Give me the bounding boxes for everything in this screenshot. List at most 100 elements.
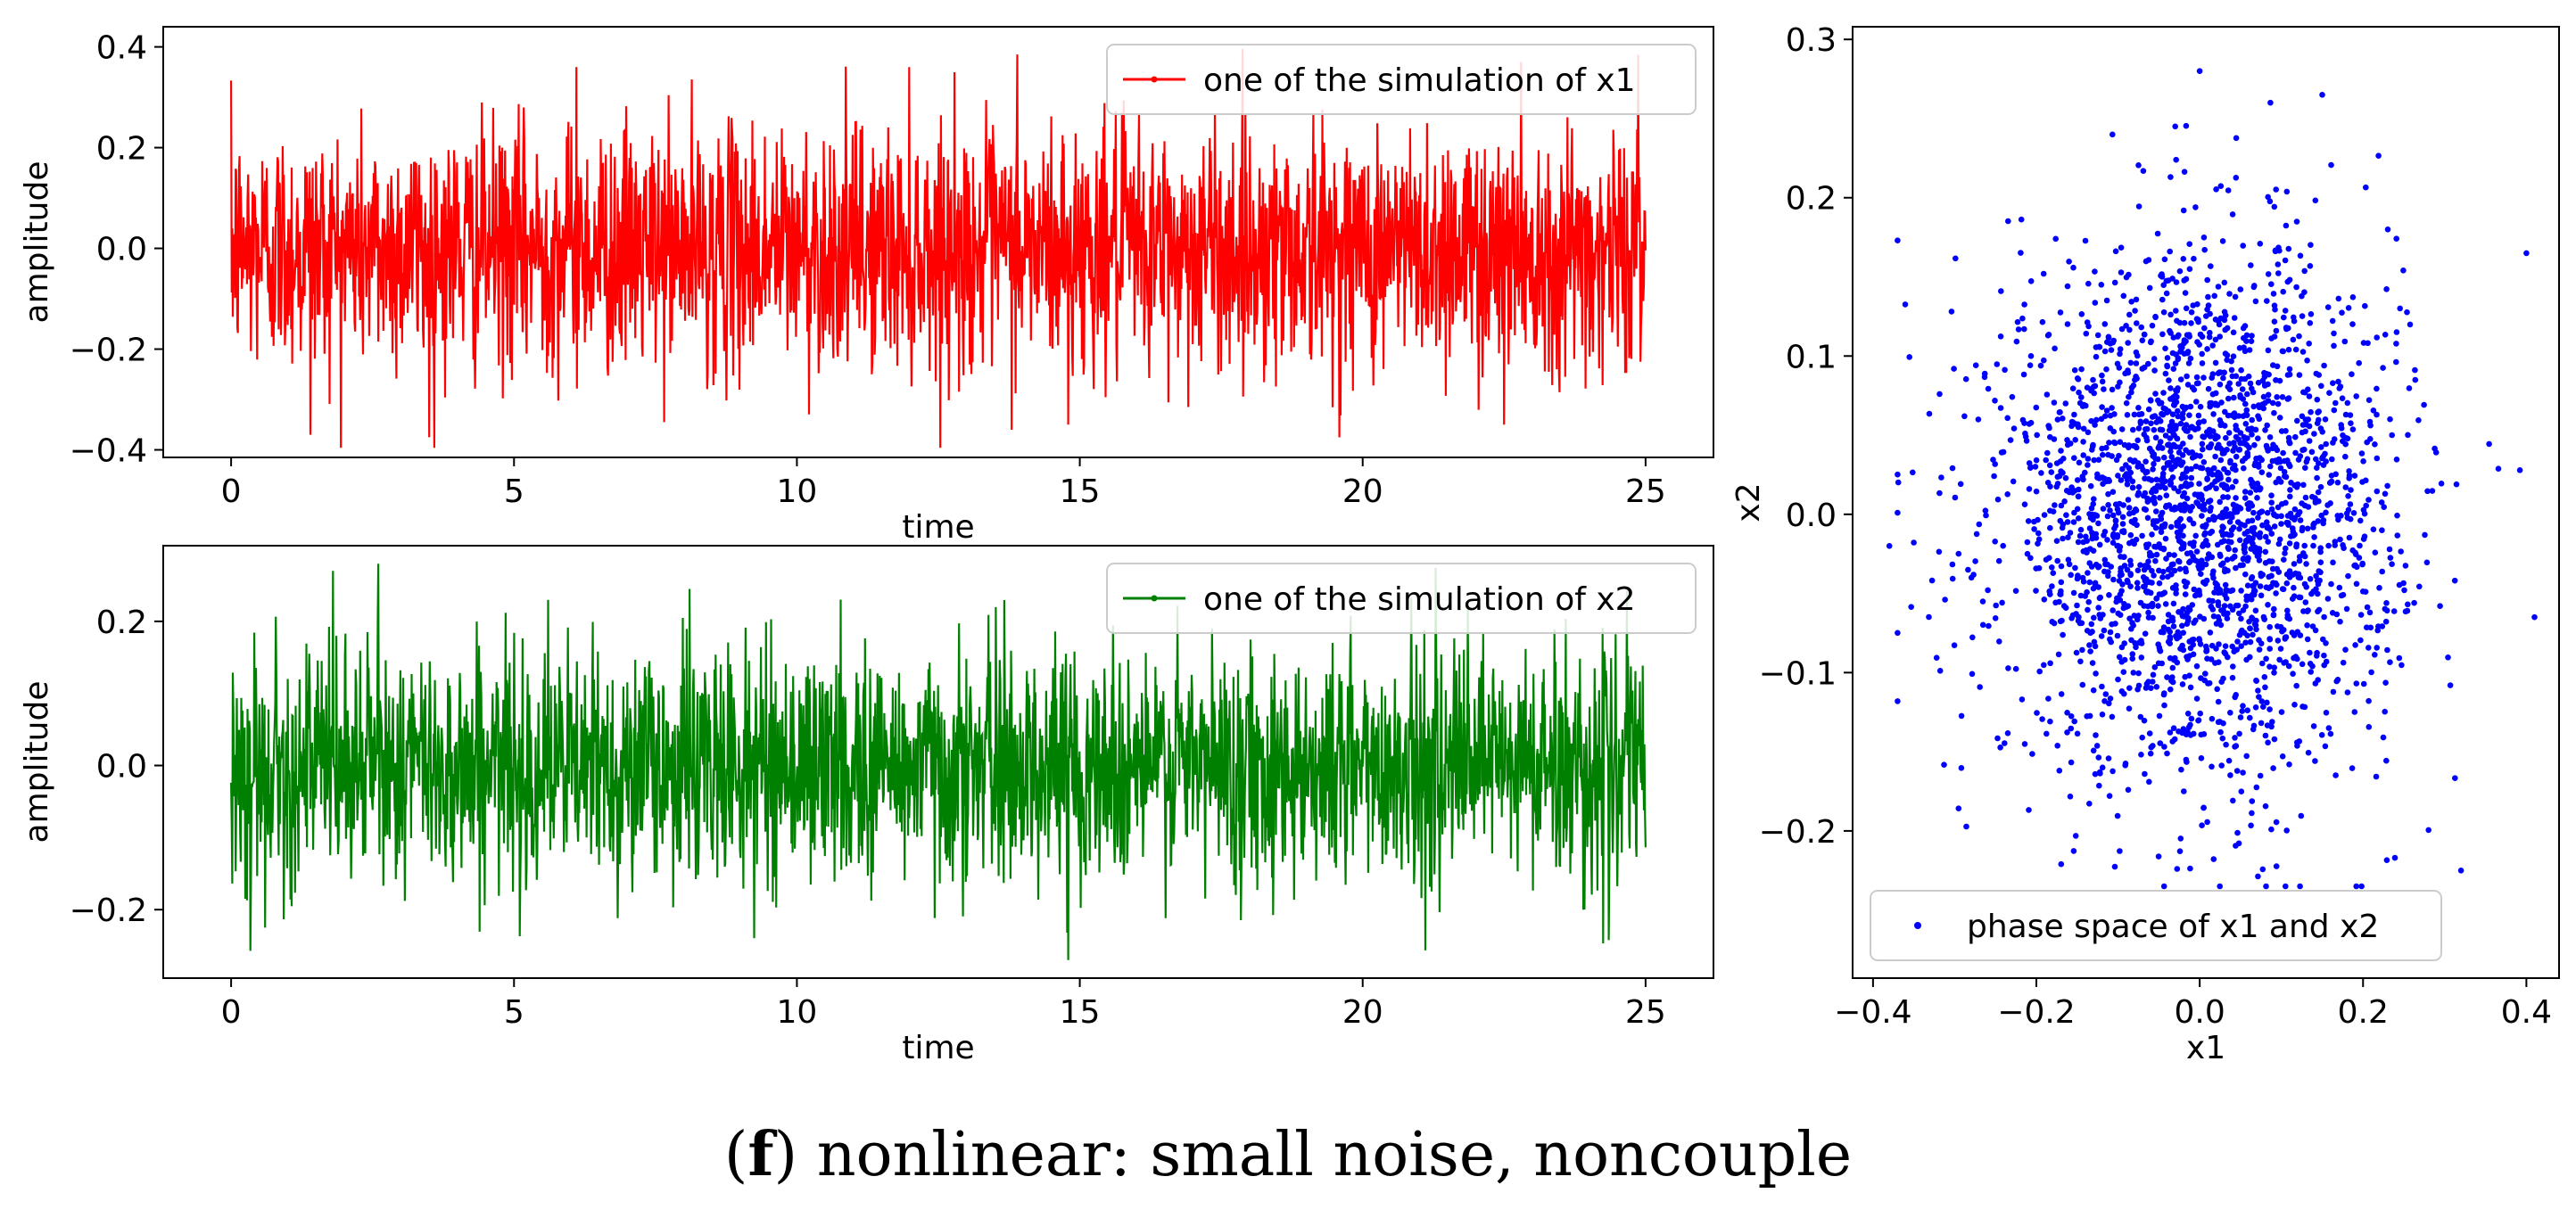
- scatter-point: [2217, 883, 2223, 890]
- scatter-point: [2129, 651, 2136, 657]
- scatter-point: [2240, 243, 2246, 249]
- scatter-point: [2110, 489, 2117, 495]
- scatter-point: [1985, 587, 1991, 594]
- x-axis-label: x1: [2186, 1030, 2225, 1066]
- scatter-point: [2268, 506, 2275, 513]
- scatter-point: [2283, 188, 2291, 195]
- x-tick-label: 25: [1625, 473, 1666, 510]
- scatter-point: [2275, 400, 2282, 407]
- scatter-point: [2229, 643, 2235, 650]
- scatter-point: [2143, 418, 2150, 424]
- scatter-point: [2307, 661, 2314, 667]
- legend-label: one of the simulation of x2: [1203, 581, 1636, 618]
- legend-marker: [1151, 595, 1158, 602]
- scatter-point: [2123, 604, 2130, 610]
- scatter-point: [2282, 308, 2289, 314]
- scatter-point: [2175, 413, 2182, 420]
- scatter-point: [2184, 465, 2190, 472]
- scatter-point: [2100, 506, 2107, 512]
- scatter-point: [2197, 641, 2204, 647]
- scatter-point: [2200, 503, 2207, 509]
- scatter-point: [2340, 542, 2346, 548]
- scatter-point: [2267, 463, 2274, 470]
- scatter-point: [2067, 794, 2074, 800]
- scatter-point: [2167, 634, 2174, 640]
- scatter-point: [2150, 521, 2157, 528]
- scatter-point: [2171, 656, 2177, 663]
- scatter-point: [2171, 736, 2178, 743]
- scatter-point: [2074, 730, 2081, 737]
- scatter-point: [2339, 395, 2346, 402]
- scatter-point: [2014, 318, 2021, 325]
- scatter-point: [2145, 406, 2152, 413]
- scatter-point: [2210, 465, 2217, 472]
- scatter-point: [2316, 606, 2323, 613]
- scatter-point: [2393, 329, 2400, 335]
- scatter-point: [2531, 613, 2538, 621]
- scatter-point: [2134, 522, 2140, 529]
- scatter-point: [2182, 591, 2189, 597]
- scatter-point: [2349, 547, 2356, 554]
- scatter-point: [2234, 602, 2242, 609]
- scatter-point: [2281, 660, 2287, 666]
- scatter-point: [2051, 620, 2058, 627]
- scatter-point: [2151, 426, 2158, 433]
- scatter-point: [2402, 563, 2409, 569]
- scatter-point: [2321, 362, 2327, 369]
- scatter-point: [2244, 450, 2251, 457]
- scatter-point: [2152, 557, 2159, 564]
- scatter-point: [2127, 572, 2134, 579]
- scatter-point: [2227, 459, 2233, 466]
- scatter-point: [1972, 558, 1978, 564]
- scatter-point: [2160, 546, 2167, 553]
- y-tick-label: 0.2: [96, 131, 147, 168]
- scatter-point: [2313, 370, 2320, 377]
- scatter-point: [2161, 744, 2167, 750]
- scatter-point: [1886, 543, 1893, 549]
- scatter-point: [2050, 570, 2057, 576]
- scatter-point: [2247, 380, 2254, 387]
- scatter-point: [2290, 596, 2296, 602]
- scatter-point: [1936, 548, 1943, 555]
- scatter-point: [2301, 553, 2308, 560]
- scatter-point: [2201, 246, 2208, 253]
- scatter-point: [2281, 627, 2287, 633]
- scatter-point: [2236, 525, 2242, 532]
- scatter-point: [2033, 404, 2040, 411]
- scatter-point: [2099, 404, 2105, 410]
- scatter-point: [1973, 531, 1980, 538]
- scatter-point: [2160, 282, 2167, 289]
- scatter-point: [2137, 599, 2144, 606]
- scatter-point: [2080, 452, 2086, 458]
- scatter-point: [2340, 659, 2347, 666]
- scatter-point: [2156, 567, 2162, 574]
- scatter-point: [1908, 604, 1914, 610]
- scatter-point: [2070, 848, 2077, 854]
- scatter-point: [2251, 283, 2258, 289]
- scatter-point: [2123, 399, 2130, 407]
- scatter-point: [2238, 366, 2244, 374]
- scatter-point: [2381, 504, 2387, 510]
- scatter-point: [2090, 687, 2097, 694]
- scatter-point: [2057, 517, 2064, 524]
- scatter-point: [2338, 592, 2345, 599]
- scatter-point: [2241, 344, 2247, 351]
- y-axis-label: amplitude: [19, 161, 55, 324]
- scatter-point: [2258, 457, 2265, 464]
- scatter-point: [2155, 456, 2161, 463]
- scatter-point: [2135, 670, 2142, 677]
- scatter-point: [2121, 563, 2128, 569]
- scatter-point: [2044, 449, 2051, 457]
- scatter-point: [2249, 333, 2255, 339]
- scatter-point: [2285, 245, 2292, 252]
- scatter-point: [2092, 422, 2098, 428]
- scatter-point: [2058, 563, 2065, 570]
- scatter-point: [2283, 499, 2289, 506]
- scatter-point: [2486, 440, 2492, 448]
- scatter-point: [2213, 585, 2220, 591]
- scatter-point: [2412, 376, 2419, 383]
- scatter-point: [2223, 587, 2229, 594]
- scatter-point: [2308, 448, 2316, 456]
- scatter-point: [2219, 238, 2226, 244]
- scatter-point: [2357, 612, 2365, 618]
